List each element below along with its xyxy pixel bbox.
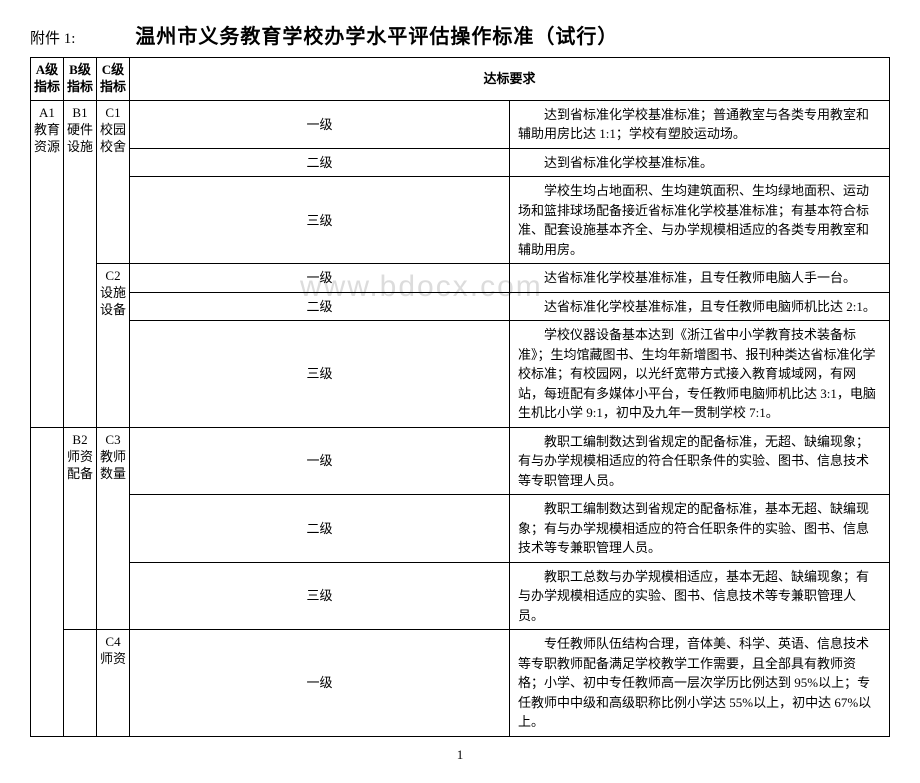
level-cell: 三级 bbox=[130, 321, 510, 428]
page-number: 1 bbox=[30, 747, 890, 763]
req-cell: 专任教师队伍结构合理，音体美、科学、英语、信息技术等专职教师配备满足学校教学工作… bbox=[510, 630, 890, 737]
col-a-header: A级指标 bbox=[31, 58, 64, 101]
req-cell: 教职工编制数达到省规定的配备标准，无超、缺编现象；有与办学规模相适应的符合任职条… bbox=[510, 427, 890, 495]
table-row: C4师资 一级 专任教师队伍结构合理，音体美、科学、英语、信息技术等专职教师配备… bbox=[31, 630, 890, 737]
table-row: 三级 教职工总数与办学规模相适应，基本无超、缺编现象；有与办学规模相适应的实验、… bbox=[31, 562, 890, 630]
req-cell: 达省标准化学校基准标准，且专任教师电脑师机比达 2:1。 bbox=[510, 292, 890, 321]
req-cell: 学校仪器设备基本达到《浙江省中小学教育技术装备标准》；生均馆藏图书、生均年新增图… bbox=[510, 321, 890, 428]
c1-cell: C1校园校舍 bbox=[97, 100, 130, 264]
col-b-header: B级指标 bbox=[64, 58, 97, 101]
table-row: B2师资配备 C3教师数量 一级 教职工编制数达到省规定的配备标准，无超、缺编现… bbox=[31, 427, 890, 495]
level-cell: 二级 bbox=[130, 495, 510, 563]
level-cell: 二级 bbox=[130, 292, 510, 321]
col-req-header: 达标要求 bbox=[130, 58, 890, 101]
level-cell: 二级 bbox=[130, 148, 510, 177]
b-blank-cell bbox=[64, 630, 97, 737]
req-cell: 教职工编制数达到省规定的配备标准，基本无超、缺编现象；有与办学规模相适应的符合任… bbox=[510, 495, 890, 563]
table-row: 二级 达到省标准化学校基准标准。 bbox=[31, 148, 890, 177]
c4-cell: C4师资 bbox=[97, 630, 130, 737]
table-row: A1教育资源 B1硬件设施 C1校园校舍 一级 达到省标准化学校基准标准；普通教… bbox=[31, 100, 890, 148]
col-c-header: C级指标 bbox=[97, 58, 130, 101]
standards-table: A级指标 B级指标 C级指标 达标要求 A1教育资源 B1硬件设施 C1校园校舍… bbox=[30, 57, 890, 737]
main-title: 温州市义务教育学校办学水平评估操作标准（试行） bbox=[135, 20, 618, 49]
req-cell: 达省标准化学校基准标准，且专任教师电脑人手一台。 bbox=[510, 264, 890, 293]
attachment-label: 附件 1: bbox=[30, 27, 75, 48]
header: 附件 1: 温州市义务教育学校办学水平评估操作标准（试行） bbox=[30, 20, 890, 49]
a1-cell: A1教育资源 bbox=[31, 100, 64, 427]
table-row: 三级 学校生均占地面积、生均建筑面积、生均绿地面积、运动场和篮排球场配备接近省标… bbox=[31, 177, 890, 264]
c2-cell: C2设施设备 bbox=[97, 264, 130, 428]
b1-cell: B1硬件设施 bbox=[64, 100, 97, 427]
level-cell: 一级 bbox=[130, 427, 510, 495]
level-cell: 一级 bbox=[130, 100, 510, 148]
c3-cell: C3教师数量 bbox=[97, 427, 130, 630]
level-cell: 三级 bbox=[130, 177, 510, 264]
table-row: 二级 教职工编制数达到省规定的配备标准，基本无超、缺编现象；有与办学规模相适应的… bbox=[31, 495, 890, 563]
req-cell: 达到省标准化学校基准标准；普通教室与各类专用教室和辅助用房比达 1:1；学校有塑… bbox=[510, 100, 890, 148]
a-blank-cell bbox=[31, 427, 64, 736]
header-row: A级指标 B级指标 C级指标 达标要求 bbox=[31, 58, 890, 101]
table-row: 三级 学校仪器设备基本达到《浙江省中小学教育技术装备标准》；生均馆藏图书、生均年… bbox=[31, 321, 890, 428]
req-cell: 教职工总数与办学规模相适应，基本无超、缺编现象；有与办学规模相适应的实验、图书、… bbox=[510, 562, 890, 630]
level-cell: 三级 bbox=[130, 562, 510, 630]
req-cell: 达到省标准化学校基准标准。 bbox=[510, 148, 890, 177]
level-cell: 一级 bbox=[130, 630, 510, 737]
req-cell: 学校生均占地面积、生均建筑面积、生均绿地面积、运动场和篮排球场配备接近省标准化学… bbox=[510, 177, 890, 264]
level-cell: 一级 bbox=[130, 264, 510, 293]
table-row: C2设施设备 一级 达省标准化学校基准标准，且专任教师电脑人手一台。 bbox=[31, 264, 890, 293]
b2-cell: B2师资配备 bbox=[64, 427, 97, 630]
table-row: 二级 达省标准化学校基准标准，且专任教师电脑师机比达 2:1。 bbox=[31, 292, 890, 321]
